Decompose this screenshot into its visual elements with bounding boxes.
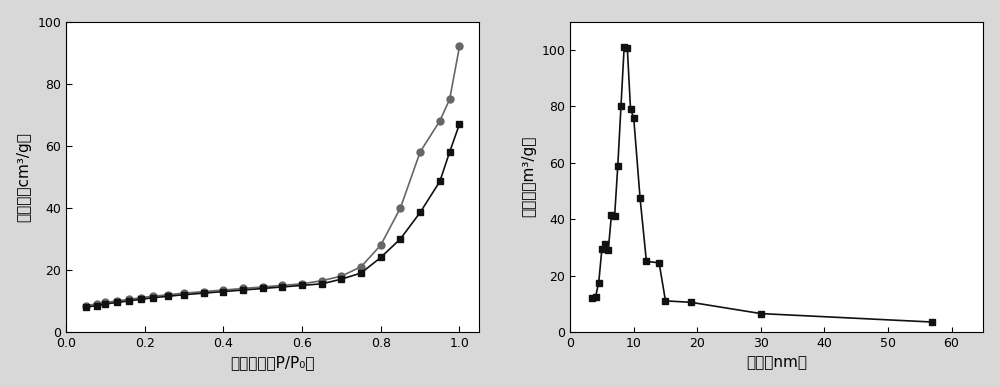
X-axis label: 孔径（nm）: 孔径（nm） [746,355,807,370]
Y-axis label: 孔体积（m³/g）: 孔体积（m³/g） [521,136,536,217]
Y-axis label: 吸收量（cm³/g）: 吸收量（cm³/g） [17,132,32,222]
X-axis label: 相对压力（P/P₀）: 相对压力（P/P₀） [230,355,315,370]
